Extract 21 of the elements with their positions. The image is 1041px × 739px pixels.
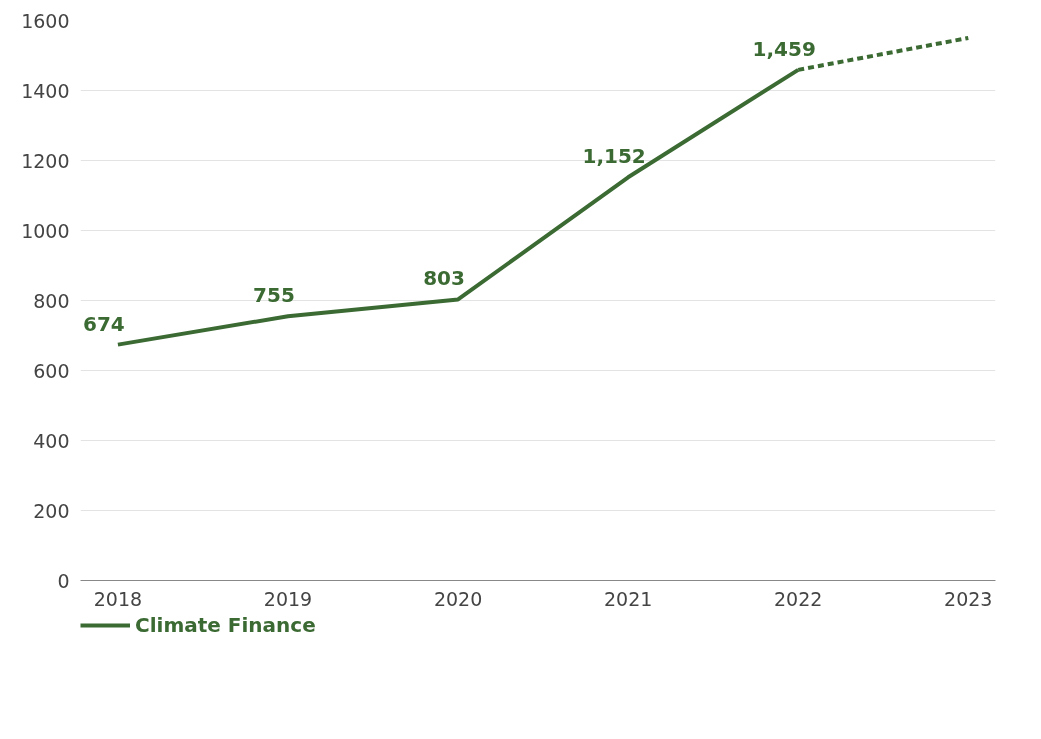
x-tick-label: 2018: [93, 587, 143, 610]
y-tick-label: 1400: [21, 79, 70, 102]
x-tick-label: 2021: [603, 587, 653, 610]
y-tick-label: 1600: [21, 9, 70, 32]
y-tick-label: 400: [33, 429, 70, 452]
y-tick-label: 1000: [21, 219, 70, 242]
y-tick-label: 1200: [21, 149, 70, 172]
x-tick-label: 2022: [774, 587, 823, 610]
y-tick-label: 200: [33, 499, 70, 522]
y-tick-label: 0: [57, 569, 70, 592]
legend-label: Climate Finance: [135, 613, 316, 637]
data-label: 1,152: [582, 144, 646, 169]
y-tick-label: 800: [33, 289, 70, 312]
x-tick-label: 2020: [433, 587, 483, 610]
data-label: 803: [423, 266, 465, 291]
y-tick-label: 600: [33, 359, 70, 382]
x-tick-label: 2019: [263, 587, 313, 610]
x-tick-label: 2023: [944, 587, 993, 610]
data-label: 1,459: [752, 36, 816, 61]
data-label: 755: [253, 283, 295, 308]
data-label: 674: [83, 311, 125, 336]
